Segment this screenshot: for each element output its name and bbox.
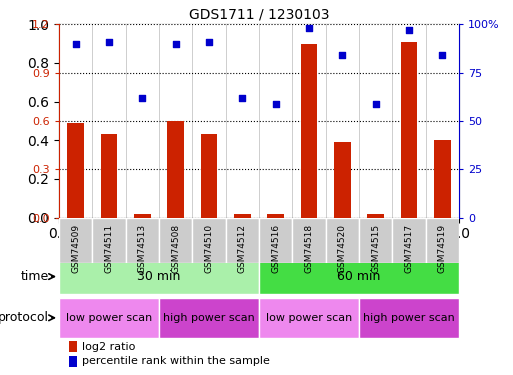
Text: high power scan: high power scan	[363, 313, 455, 323]
Bar	[134, 214, 151, 217]
Text: GSM74510: GSM74510	[205, 224, 213, 273]
Bar	[326, 217, 359, 262]
Bar	[59, 298, 159, 338]
Title: GDS1711 / 1230103: GDS1711 / 1230103	[189, 8, 329, 22]
Text: 30 min: 30 min	[137, 270, 181, 283]
Bar	[92, 217, 126, 262]
Bar	[59, 259, 259, 294]
Point	[438, 52, 446, 58]
Bar	[159, 217, 192, 262]
Bar	[192, 217, 226, 262]
Point	[371, 100, 380, 106]
Text: low power scan: low power scan	[266, 313, 352, 323]
Point	[71, 41, 80, 47]
Point	[338, 52, 346, 58]
Bar	[234, 214, 251, 217]
Text: low power scan: low power scan	[66, 313, 152, 323]
Bar	[426, 217, 459, 262]
Bar	[59, 217, 92, 262]
Text: GSM74518: GSM74518	[305, 224, 313, 273]
Bar	[301, 44, 318, 218]
Text: GSM74512: GSM74512	[238, 224, 247, 273]
Text: percentile rank within the sample: percentile rank within the sample	[82, 357, 270, 366]
Bar	[359, 217, 392, 262]
Bar	[259, 217, 292, 262]
Text: log2 ratio: log2 ratio	[82, 342, 135, 351]
Point	[238, 95, 246, 101]
Point	[105, 39, 113, 45]
Bar	[159, 298, 259, 338]
Bar	[67, 123, 84, 218]
Text: high power scan: high power scan	[163, 313, 255, 323]
Bar	[359, 298, 459, 338]
Bar	[201, 134, 218, 218]
Point	[405, 27, 413, 33]
Bar	[259, 298, 359, 338]
Bar	[167, 121, 184, 218]
Bar	[392, 217, 426, 262]
Text: GSM74516: GSM74516	[271, 224, 280, 273]
Bar	[101, 134, 117, 218]
Bar	[259, 259, 459, 294]
Bar	[434, 140, 451, 218]
Text: GSM74511: GSM74511	[105, 224, 113, 273]
Text: GSM74508: GSM74508	[171, 224, 180, 273]
Text: GSM74517: GSM74517	[405, 224, 413, 273]
Bar	[267, 214, 284, 217]
Text: GSM74519: GSM74519	[438, 224, 447, 273]
Text: protocol: protocol	[0, 311, 49, 324]
Point	[271, 100, 280, 106]
Bar	[292, 217, 326, 262]
Bar	[126, 217, 159, 262]
Bar	[226, 217, 259, 262]
Text: 60 min: 60 min	[338, 270, 381, 283]
Bar	[334, 142, 351, 218]
Text: GSM74520: GSM74520	[338, 224, 347, 273]
Point	[138, 95, 146, 101]
Bar	[367, 214, 384, 217]
Text: time: time	[21, 270, 49, 283]
Point	[205, 39, 213, 45]
Text: GSM74513: GSM74513	[138, 224, 147, 273]
Text: GSM74509: GSM74509	[71, 224, 80, 273]
Bar	[401, 42, 418, 218]
Point	[305, 25, 313, 31]
Point	[171, 41, 180, 47]
Text: GSM74515: GSM74515	[371, 224, 380, 273]
